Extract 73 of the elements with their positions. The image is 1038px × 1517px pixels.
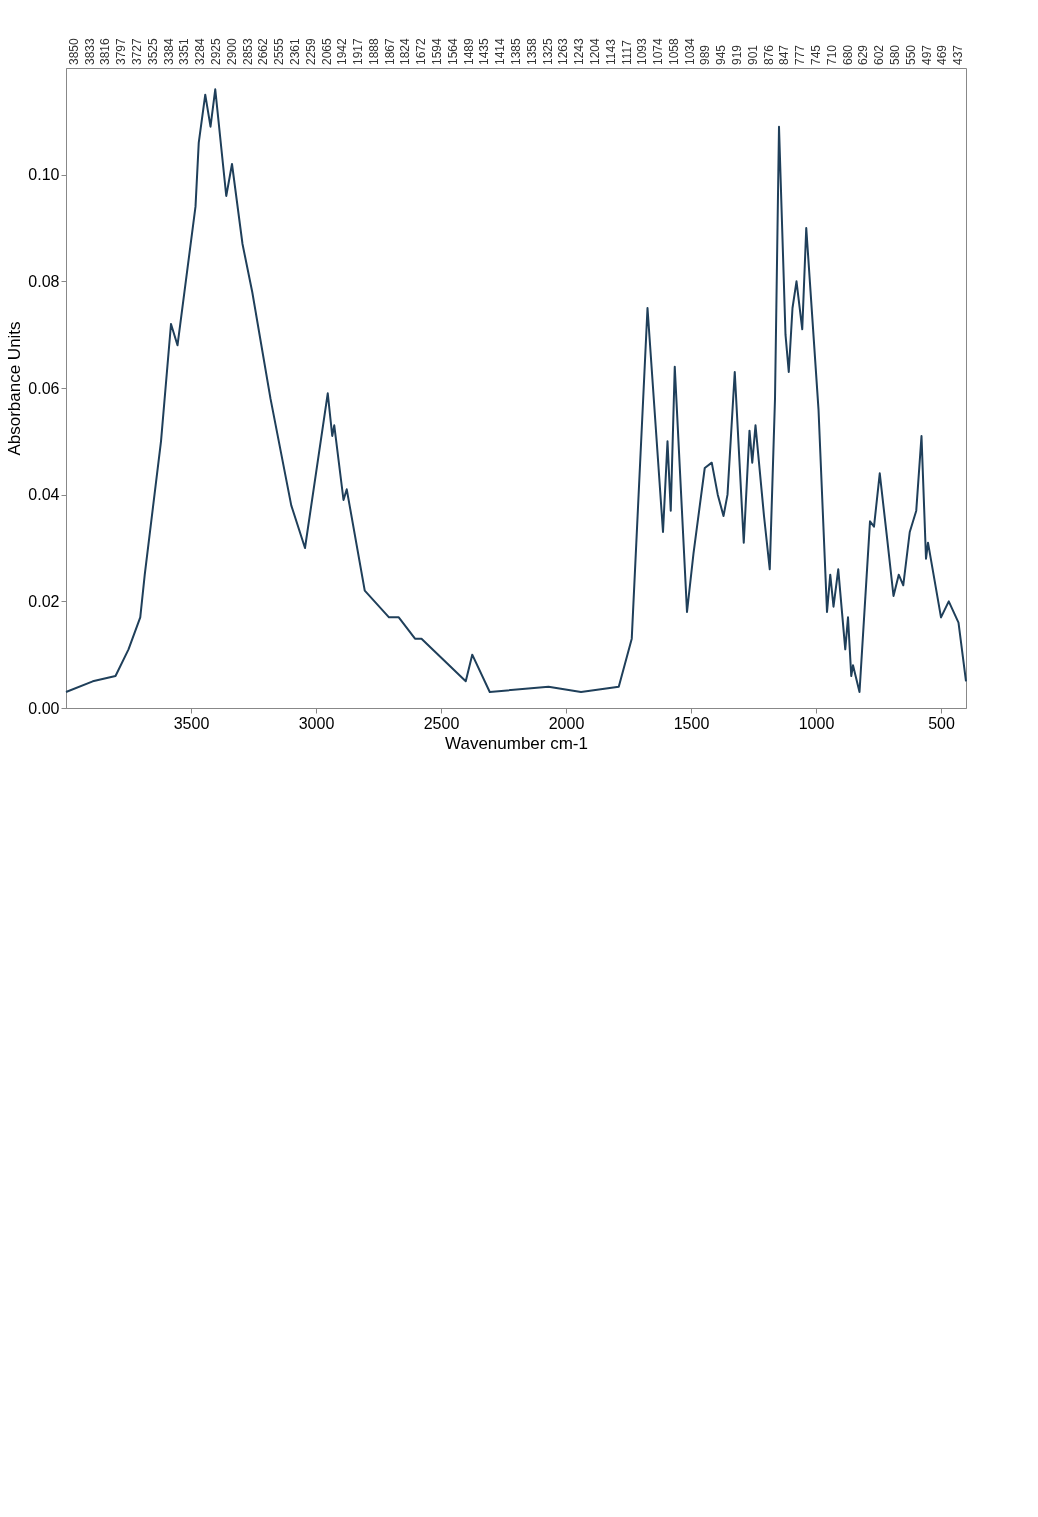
text: 550 (903, 44, 918, 65)
text: 1489 (461, 37, 476, 65)
y-tick-label: 0.10 (28, 166, 60, 184)
text: 3525 (145, 37, 160, 65)
text: 1074 (651, 37, 666, 65)
text: 1117 (619, 39, 634, 65)
text: 989 (698, 44, 713, 65)
line-series (65, 88, 967, 693)
x-tick-label: 1000 (798, 714, 835, 732)
y-tick-label: 0.04 (28, 486, 60, 504)
text: 3850 (66, 37, 81, 65)
text: 1435 (477, 37, 492, 65)
x-tick-label: 500 (928, 714, 955, 732)
text: 629 (856, 44, 871, 65)
text: 2900 (224, 37, 239, 65)
text: 1243 (572, 37, 587, 65)
x-tick-label: 1500 (673, 714, 710, 732)
text: 2925 (209, 37, 223, 65)
x-tick-label: 2000 (548, 714, 585, 732)
text: 3727 (130, 37, 145, 65)
y-tick-label: 0.08 (28, 272, 60, 290)
x-tick-label: 3000 (298, 714, 335, 732)
text: 1093 (635, 37, 650, 65)
text: 1058 (666, 37, 681, 65)
text: 602 (872, 44, 887, 65)
text: 1917 (351, 37, 366, 65)
text: 710 (824, 44, 839, 65)
text: 1564 (445, 37, 460, 65)
text: 3816 (98, 37, 113, 65)
text: 3284 (193, 37, 208, 65)
y-tick-label: 0.06 (28, 379, 60, 397)
text: 2259 (303, 37, 318, 65)
text: 1385 (509, 37, 523, 65)
text: 2065 (319, 37, 334, 65)
text: 945 (714, 44, 729, 65)
text: 1867 (382, 37, 397, 65)
text: 3351 (177, 37, 192, 65)
text: 876 (761, 44, 776, 65)
text: 3833 (82, 37, 97, 65)
text: 2361 (287, 37, 302, 65)
text: 2662 (256, 37, 271, 65)
text: 680 (840, 44, 855, 65)
text: 1594 (430, 37, 445, 65)
text: 1034 (682, 37, 697, 65)
text: 2853 (240, 37, 255, 65)
text: 437 (951, 44, 966, 65)
x-tick-label: 3500 (173, 714, 210, 732)
text: 2555 (272, 37, 287, 65)
text: 1824 (398, 37, 413, 65)
text: 1414 (493, 37, 508, 65)
text: 777 (793, 44, 808, 65)
text: 580 (887, 44, 902, 65)
text: 919 (730, 44, 745, 65)
text: 1143 (603, 38, 618, 65)
text: 745 (809, 44, 823, 65)
x-tick-label: 2500 (423, 714, 460, 732)
y-tick-label: 0.00 (28, 699, 60, 717)
text: 1672 (414, 37, 429, 65)
text: 1263 (556, 37, 571, 65)
y-axis-title: Absorbance Units (5, 321, 25, 456)
text: 3384 (161, 37, 176, 65)
text: 901 (745, 44, 760, 65)
y-tick-label: 0.02 (28, 592, 60, 610)
text: 847 (777, 44, 792, 65)
x-axis-title: Wavenumber cm-1 (445, 733, 588, 753)
text: 1888 (366, 37, 381, 65)
text: 1942 (335, 37, 350, 65)
text: 1358 (524, 37, 539, 65)
text: 1204 (587, 37, 602, 65)
text: 3797 (114, 37, 129, 65)
text: 1325 (540, 37, 555, 65)
text: 469 (935, 44, 950, 65)
text: 497 (919, 44, 934, 65)
